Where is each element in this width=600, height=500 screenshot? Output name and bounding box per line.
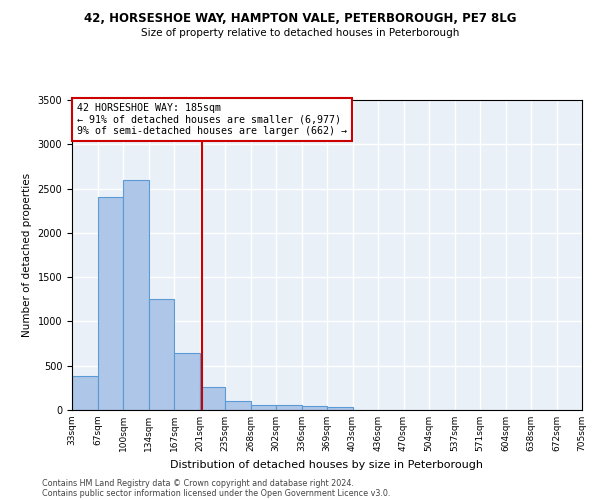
- Bar: [149, 300, 174, 410]
- Text: 42 HORSESHOE WAY: 185sqm
← 91% of detached houses are smaller (6,977)
9% of semi: 42 HORSESHOE WAY: 185sqm ← 91% of detach…: [77, 103, 347, 136]
- Bar: [327, 408, 353, 410]
- Y-axis label: Number of detached properties: Number of detached properties: [22, 173, 32, 337]
- Bar: [97, 198, 123, 410]
- X-axis label: Distribution of detached houses by size in Peterborough: Distribution of detached houses by size …: [170, 460, 484, 469]
- Bar: [225, 401, 251, 410]
- Text: 42, HORSESHOE WAY, HAMPTON VALE, PETERBOROUGH, PE7 8LG: 42, HORSESHOE WAY, HAMPTON VALE, PETERBO…: [84, 12, 516, 26]
- Text: Contains public sector information licensed under the Open Government Licence v3: Contains public sector information licen…: [42, 488, 391, 498]
- Bar: [72, 376, 97, 410]
- Bar: [276, 405, 302, 410]
- Bar: [199, 387, 225, 410]
- Text: Size of property relative to detached houses in Peterborough: Size of property relative to detached ho…: [141, 28, 459, 38]
- Bar: [174, 354, 199, 410]
- Bar: [251, 404, 276, 410]
- Bar: [123, 180, 149, 410]
- Bar: [302, 406, 327, 410]
- Text: Contains HM Land Registry data © Crown copyright and database right 2024.: Contains HM Land Registry data © Crown c…: [42, 478, 354, 488]
